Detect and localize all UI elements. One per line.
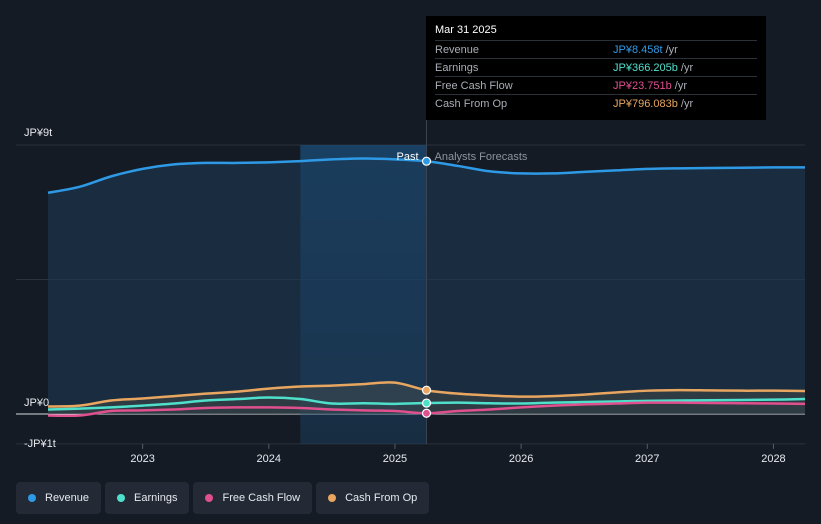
marker-free-cash-flow[interactable] [421,408,432,418]
legend-item-free-cash-flow[interactable]: Free Cash Flow [193,482,313,514]
tooltip-unit: /yr [665,43,678,56]
x-tick-label: 2023 [130,453,154,465]
tooltip-value: JP¥23.751b [613,79,672,92]
tooltip-row-earnings: Earnings JP¥366.205b /yr [435,58,757,76]
legend-label: Free Cash Flow [222,492,301,504]
tooltip-unit: /yr [674,79,688,92]
y-axis-label-top: JP¥9t [24,127,52,139]
tooltip-date: Mar 31 2025 [435,24,497,36]
tooltip-label: Free Cash Flow [435,79,513,92]
legend-dot-icon [205,494,214,502]
past-label: Past [396,151,418,163]
tooltip-value: JP¥366.205b [613,61,678,74]
series-markers [421,156,432,418]
tooltip-label: Earnings [435,61,479,74]
y-axis-label-zero: JP¥0 [24,397,49,409]
tooltip-unit: /yr [680,97,694,110]
x-tick-label: 2028 [761,453,785,465]
data-tooltip: Mar 31 2025 Revenue JP¥8.458t /yr Earnin… [426,16,766,120]
legend-label: Revenue [45,492,90,504]
legend-item-cash-from-op[interactable]: Cash From Op [316,482,430,514]
legend-dot-icon [28,494,36,502]
x-tick-label: 2025 [383,453,407,465]
tooltip-unit: /yr [680,61,694,74]
tooltip-label: Cash From Op [435,97,508,110]
x-tick-label: 2024 [257,453,281,465]
forecast-label: Analysts Forecasts [435,151,528,163]
legend-dot-icon [328,494,337,502]
y-axis-label-bottom: -JP¥1t [24,438,56,450]
marker-cash-from-op[interactable] [421,385,432,395]
tooltip-row-free-cash-flow: Free Cash Flow JP¥23.751b /yr [435,76,757,94]
legend-item-revenue[interactable]: Revenue [16,482,102,514]
legend-dot-icon [117,494,126,502]
legend-label: Earnings [134,492,178,504]
tooltip-row-cash-from-op: Cash From Op JP¥796.083b /yr [435,94,757,112]
legend-label: Cash From Op [345,492,418,504]
marker-revenue[interactable] [421,156,432,166]
tooltip-label: Revenue [435,43,480,56]
x-tick-label: 2026 [509,453,533,465]
tooltip-row-revenue: Revenue JP¥8.458t /yr [435,40,757,58]
x-tick-label: 2027 [635,453,659,465]
chart-legend: Revenue Earnings Free Cash Flow Cash Fro… [16,482,430,514]
marker-earnings[interactable] [421,398,432,408]
tooltip-value: JP¥8.458t [613,43,663,56]
x-axis-ticks: 2023 2024 2025 2026 2027 2028 [130,443,786,465]
tooltip-value: JP¥796.083b [613,97,678,110]
legend-item-earnings[interactable]: Earnings [105,482,190,514]
